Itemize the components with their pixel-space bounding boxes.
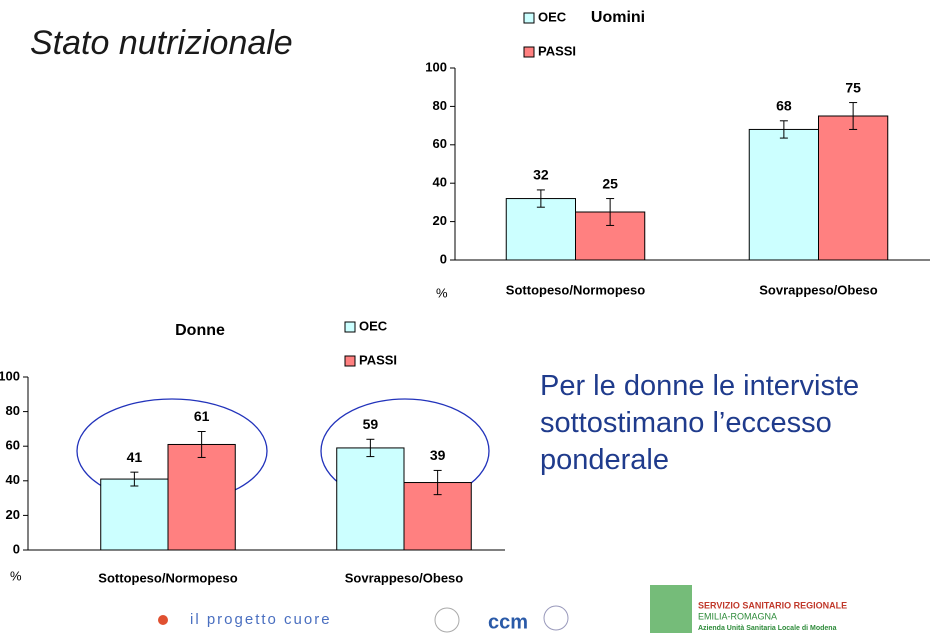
legend-swatch <box>523 46 535 58</box>
legend-swatch <box>344 355 356 367</box>
bar <box>505 198 576 261</box>
y-tick-label: 100 <box>0 368 20 383</box>
slide-title: Stato nutrizionale <box>30 24 293 62</box>
logo-text: Azienda Unità Sanitaria Locale di Modena <box>698 625 837 632</box>
bar <box>748 128 819 261</box>
y-tick-label: 20 <box>6 507 20 522</box>
logo-icon <box>650 585 692 633</box>
data-label: 25 <box>602 175 618 191</box>
x-tick-label: Sottopeso/Normopeso <box>98 570 237 585</box>
legend-label: OEC <box>538 9 567 24</box>
y-tick-label: 100 <box>425 59 447 74</box>
legend-label: PASSI <box>538 43 576 58</box>
y-tick-label: 60 <box>433 136 447 151</box>
legend-label: OEC <box>359 318 388 333</box>
logo-text: il progetto cuore <box>190 611 332 628</box>
y-tick-label: 0 <box>440 251 447 266</box>
x-tick-label: Sovrappeso/Obeso <box>759 282 878 297</box>
y-tick-label: 80 <box>6 403 20 418</box>
note: Per le donne le interviste sottostimano … <box>540 370 860 476</box>
bar <box>818 115 889 261</box>
logo-dot <box>158 615 168 625</box>
bar <box>167 443 236 551</box>
y-axis-label: % <box>436 285 448 300</box>
y-tick-label: 40 <box>6 472 20 487</box>
logo-text: EMILIA-ROMAGNA <box>698 611 777 621</box>
data-label: 41 <box>127 449 143 465</box>
legend-swatch <box>344 321 356 333</box>
y-tick-label: 80 <box>433 98 447 113</box>
logo-icon <box>434 607 460 633</box>
legend-label: PASSI <box>359 352 397 367</box>
legend-swatch <box>523 12 535 24</box>
data-label: 68 <box>776 98 792 114</box>
chart-title: Uomini <box>591 9 645 26</box>
y-tick-label: 0 <box>13 541 20 556</box>
y-tick-label: 20 <box>433 213 447 228</box>
logo-icon <box>543 605 569 631</box>
y-tick-label: 40 <box>433 175 447 190</box>
x-tick-label: Sovrappeso/Obeso <box>345 570 464 585</box>
bar <box>336 447 405 551</box>
logo-text: ccm <box>488 611 528 633</box>
data-label: 75 <box>845 79 861 95</box>
x-tick-label: Sottopeso/Normopeso <box>506 282 645 297</box>
y-axis-label: % <box>10 568 22 583</box>
logo-text: SERVIZIO SANITARIO REGIONALE <box>698 600 847 610</box>
data-label: 32 <box>533 167 549 183</box>
chart-title: Donne <box>175 322 225 339</box>
y-tick-label: 60 <box>6 438 20 453</box>
data-label: 39 <box>430 447 446 463</box>
data-label: 61 <box>194 408 210 424</box>
note-box: Per le donne le interviste sottostimano … <box>540 370 860 476</box>
data-label: 59 <box>363 416 379 432</box>
bar <box>100 478 169 551</box>
